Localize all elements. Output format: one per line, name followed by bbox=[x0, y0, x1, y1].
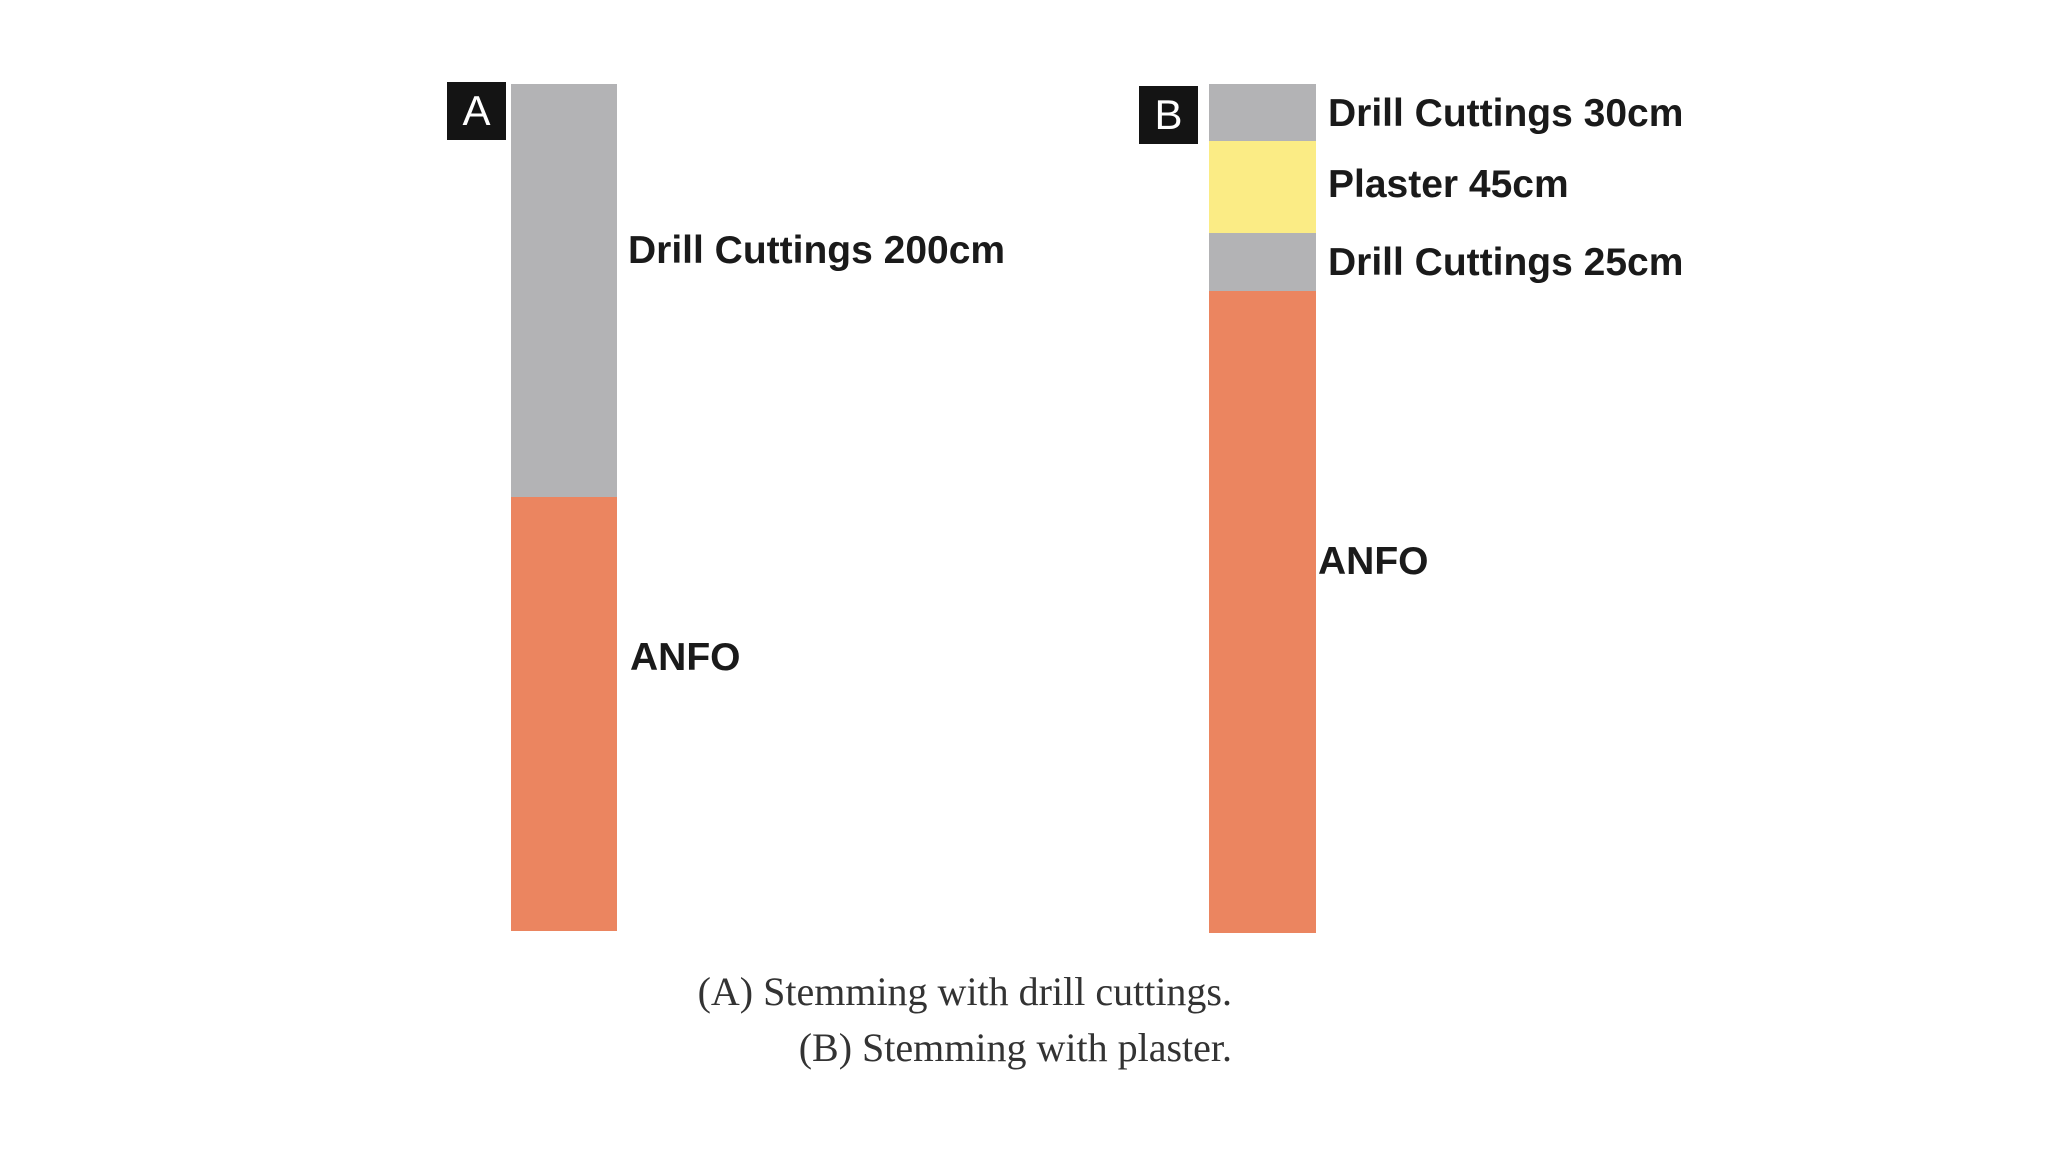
column-b-anfo-label: ANFO bbox=[1318, 540, 1429, 583]
column-a-tag: A bbox=[447, 82, 506, 140]
column-b-plaster-segment bbox=[1209, 141, 1316, 233]
column-b-drill-cuttings-bottom-segment bbox=[1209, 233, 1316, 291]
column-a-drill-cuttings-label: Drill Cuttings 200cm bbox=[628, 229, 1006, 272]
caption-line-b: (B) Stemming with plaster. bbox=[798, 1025, 1232, 1070]
column-b-drill-cuttings-top-label: Drill Cuttings 30cm bbox=[1328, 92, 1684, 135]
column-a-anfo-segment bbox=[511, 497, 617, 931]
column-a-anfo-label: ANFO bbox=[630, 636, 741, 679]
column-b-drill-cuttings-bottom-label: Drill Cuttings 25cm bbox=[1328, 241, 1684, 284]
column-b-drill-cuttings-top-segment bbox=[1209, 84, 1316, 141]
column-b-plaster-label: Plaster 45cm bbox=[1328, 163, 1569, 206]
column-b-tag: B bbox=[1139, 86, 1198, 144]
column-a-drill-cuttings-segment bbox=[511, 84, 617, 497]
column-b-anfo-segment bbox=[1209, 291, 1316, 933]
caption-line-a: (A) Stemming with drill cuttings. bbox=[697, 969, 1232, 1014]
